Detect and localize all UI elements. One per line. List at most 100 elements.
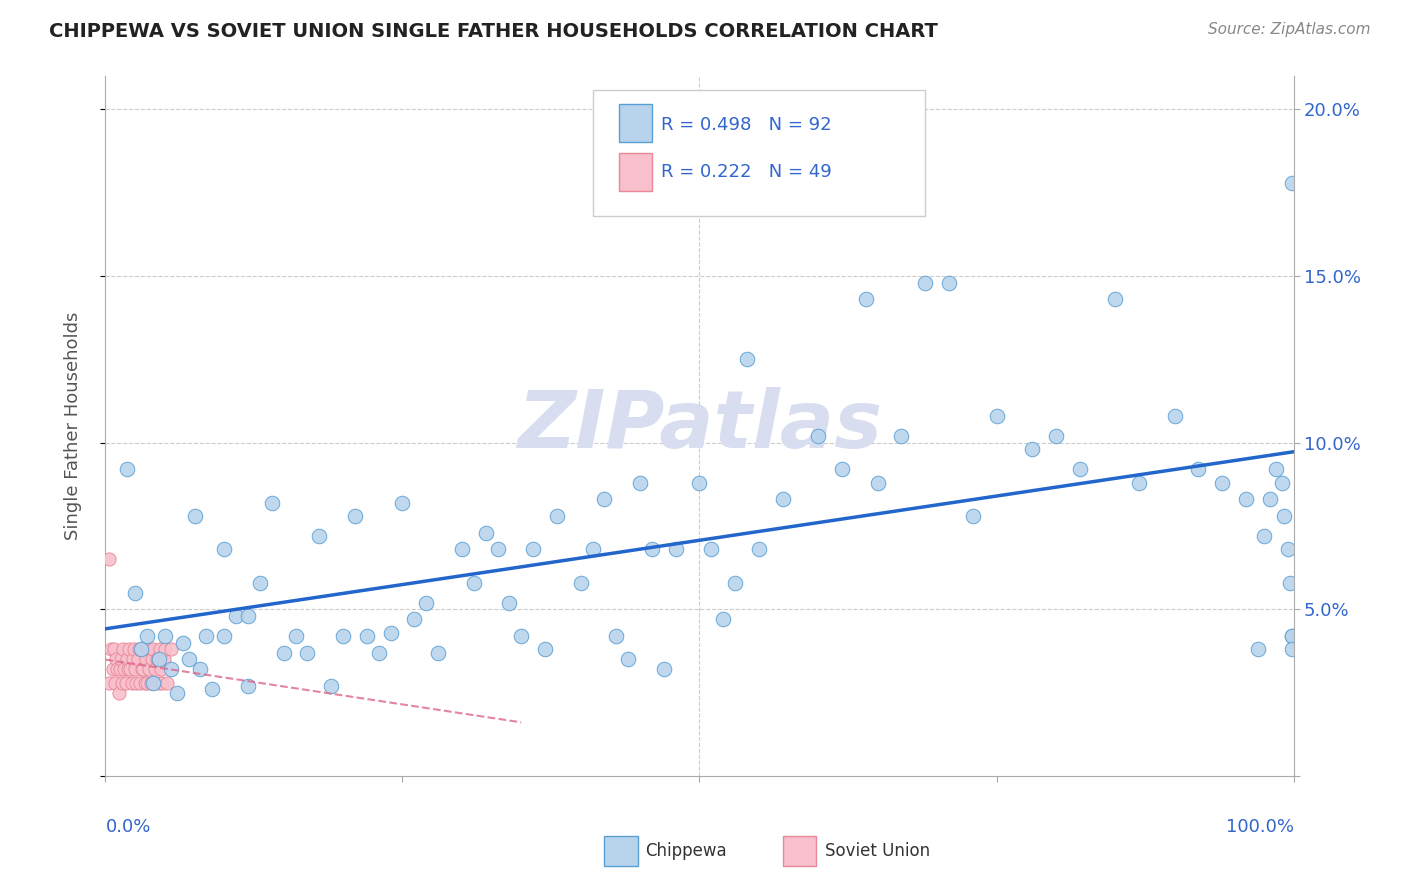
Point: [134, 675, 156, 690]
Point: [124, 585, 146, 599]
Point: [108, 662, 131, 676]
Point: [510, 629, 533, 643]
Point: [127, 652, 149, 666]
Point: [711, 612, 734, 626]
Point: [321, 679, 343, 693]
Point: [748, 542, 770, 557]
Point: [1281, 642, 1303, 657]
Point: [177, 652, 200, 666]
Point: [724, 575, 747, 590]
Point: [152, 675, 174, 690]
Point: [391, 495, 413, 509]
Point: [1164, 409, 1187, 423]
Point: [129, 642, 152, 657]
Point: [427, 646, 450, 660]
Text: Source: ZipAtlas.com: Source: ZipAtlas.com: [1208, 22, 1371, 37]
Point: [343, 508, 366, 523]
Point: [143, 662, 166, 676]
Text: Soviet Union: Soviet Union: [825, 842, 931, 860]
Text: 0.0%: 0.0%: [105, 818, 150, 836]
Point: [136, 629, 159, 643]
Point: [260, 495, 283, 509]
Point: [148, 675, 170, 690]
Point: [273, 646, 295, 660]
Point: [628, 475, 651, 490]
Point: [98, 675, 121, 690]
Point: [1281, 629, 1303, 643]
Point: [1021, 442, 1043, 457]
Point: [463, 575, 485, 590]
Point: [1069, 462, 1091, 476]
Point: [1045, 429, 1067, 443]
Point: [486, 542, 509, 557]
Point: [132, 662, 155, 676]
Point: [689, 475, 711, 490]
Point: [136, 642, 159, 657]
Point: [98, 552, 121, 566]
Point: [605, 629, 627, 643]
Point: [125, 675, 148, 690]
Point: [890, 429, 912, 443]
Point: [617, 652, 640, 666]
Point: [121, 675, 143, 690]
Point: [136, 675, 159, 690]
Point: [367, 646, 389, 660]
Point: [101, 662, 124, 676]
Point: [236, 609, 259, 624]
Point: [107, 686, 129, 700]
Point: [142, 642, 165, 657]
Point: [249, 575, 271, 590]
Point: [308, 529, 330, 543]
Point: [1211, 475, 1233, 490]
Point: [115, 462, 138, 476]
Point: [138, 662, 160, 676]
Point: [1272, 508, 1295, 523]
Point: [1264, 462, 1286, 476]
Point: [1128, 475, 1150, 490]
Point: [122, 642, 145, 657]
Point: [129, 642, 152, 657]
Point: [153, 642, 176, 657]
Point: [404, 612, 426, 626]
Point: [498, 596, 520, 610]
Point: [1247, 642, 1270, 657]
Bar: [605, 837, 638, 865]
Point: [569, 575, 592, 590]
Text: ZIPatlas: ZIPatlas: [517, 387, 882, 465]
Point: [214, 542, 236, 557]
Point: [150, 662, 173, 676]
Point: [129, 675, 152, 690]
Point: [581, 542, 603, 557]
Point: [1271, 475, 1294, 490]
Point: [1253, 529, 1275, 543]
Point: [1281, 176, 1303, 190]
Point: [938, 276, 960, 290]
Point: [415, 596, 437, 610]
Point: [522, 542, 544, 557]
Point: [153, 629, 176, 643]
Point: [665, 542, 688, 557]
Point: [962, 508, 984, 523]
Point: [450, 542, 472, 557]
Point: [783, 152, 806, 166]
Point: [159, 662, 181, 676]
Point: [772, 492, 794, 507]
Point: [807, 429, 830, 443]
Point: [103, 642, 125, 657]
Point: [1281, 629, 1303, 643]
Point: [152, 652, 174, 666]
Point: [190, 662, 212, 676]
Point: [100, 642, 122, 657]
Point: [831, 462, 853, 476]
Point: [332, 629, 354, 643]
Point: [104, 675, 127, 690]
Point: [474, 525, 496, 540]
Point: [110, 652, 132, 666]
Point: [641, 542, 664, 557]
Point: [236, 679, 259, 693]
Point: [914, 276, 936, 290]
Point: [1258, 492, 1281, 507]
Point: [118, 642, 141, 657]
Point: [156, 675, 179, 690]
Point: [201, 682, 224, 697]
